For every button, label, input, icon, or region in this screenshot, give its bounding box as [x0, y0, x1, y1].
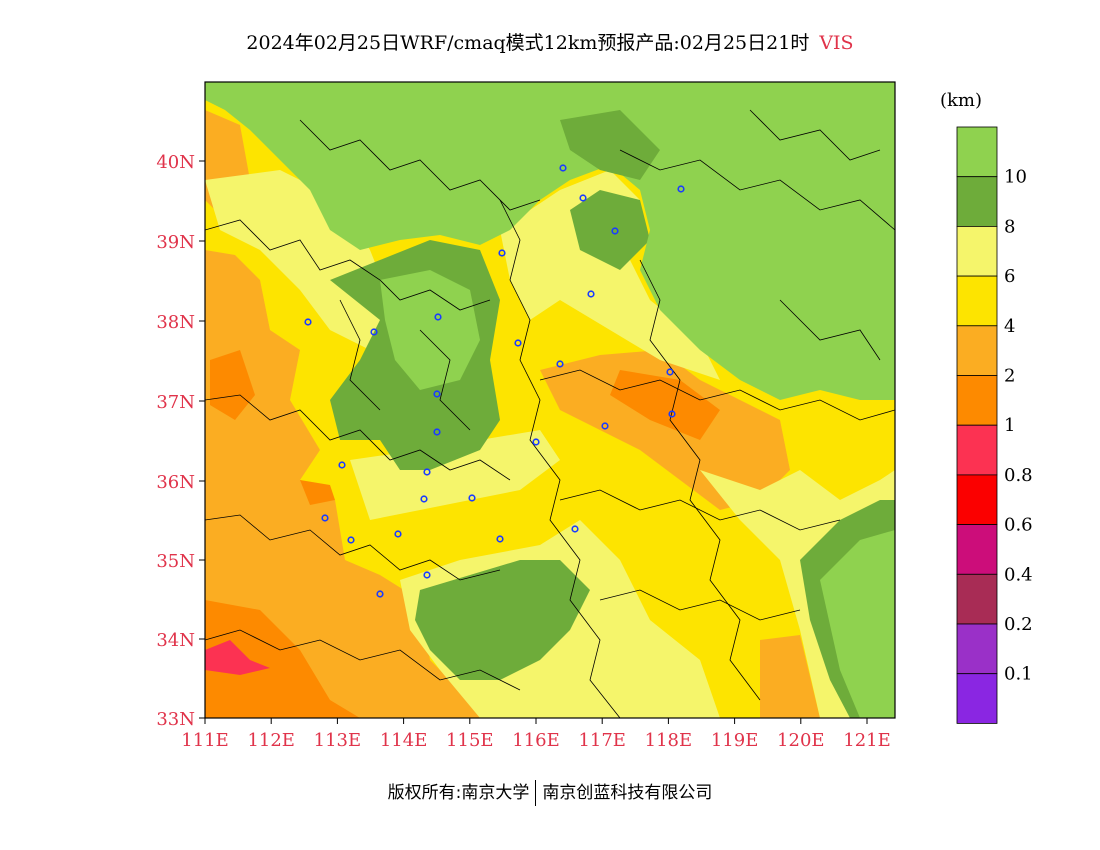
city-marker: [677, 185, 685, 193]
lon-tick-label: 111E: [181, 730, 229, 751]
colorbar-label: 1: [1004, 415, 1015, 436]
lon-tick-label: 115E: [446, 730, 494, 751]
lon-tick-label: 113E: [314, 730, 362, 751]
city-marker: [423, 468, 431, 476]
colorbar-label: 2: [1004, 366, 1015, 387]
colorbar-swatch: [956, 524, 998, 575]
visibility-field: [205, 82, 895, 718]
colorbar: 10 8 6 4 2 1 0.8 0.6 0.4 0.2 0.1: [956, 126, 1033, 724]
colorbar-label: 6: [1004, 266, 1015, 287]
colorbar-swatch: [956, 325, 998, 376]
colorbar-swatch: [956, 673, 998, 724]
title-text: 2024年02月25日WRF/cmaq模式12km预报产品:02月25日21时: [246, 32, 810, 54]
colorbar-label: 4: [1004, 316, 1015, 337]
lon-tick-label: 114E: [380, 730, 428, 751]
city-marker: [394, 530, 402, 538]
lat-tick-label: 36N: [156, 472, 195, 493]
colorbar-label: 0.8: [1004, 465, 1033, 486]
variable-label: VIS: [819, 32, 854, 54]
lat-tick-label: 40N: [156, 152, 195, 173]
legend-unit: (km): [940, 90, 983, 111]
lat-tick-label: 34N: [156, 630, 195, 651]
city-marker: [321, 514, 329, 522]
colorbar-swatch: [956, 573, 998, 625]
colorbar-label: 8: [1004, 216, 1015, 237]
city-marker: [420, 495, 428, 503]
city-marker: [347, 536, 355, 544]
colorbar-label: 0.4: [1004, 564, 1033, 585]
city-marker: [434, 313, 442, 321]
colorbar-swatch: [956, 176, 998, 227]
city-marker: [376, 590, 384, 598]
city-marker: [304, 318, 312, 326]
city-marker: [433, 390, 441, 398]
map-title: 2024年02月25日WRF/cmaq模式12km预报产品:02月25日21时 V…: [0, 28, 1100, 55]
city-marker: [571, 525, 579, 533]
lon-tick-label: 120E: [777, 730, 825, 751]
footer-separator: [535, 780, 537, 806]
colorbar-swatch: [956, 424, 998, 476]
city-marker: [370, 328, 378, 336]
city-marker: [559, 164, 567, 172]
copyright-right: 南京创蓝科技有限公司: [542, 783, 713, 803]
longitude-axis: 111E 112E 113E 114E 115E 116E 117E 118E 119E 120E…: [181, 718, 891, 751]
colorbar-label: 0.6: [1004, 515, 1033, 536]
city-marker: [338, 461, 346, 469]
lon-tick-label: 121E: [843, 730, 891, 751]
copyright-footer: 版权所有:南京大学 南京创蓝科技有限公司: [0, 778, 1100, 806]
city-marker: [579, 194, 587, 202]
lat-tick-label: 39N: [156, 232, 195, 253]
lat-tick-label: 38N: [156, 312, 195, 333]
city-markers: [304, 164, 685, 598]
city-marker: [498, 249, 506, 257]
lat-tick-label: 37N: [156, 392, 195, 413]
plot-frame: [204, 81, 896, 719]
lon-tick-label: 117E: [578, 730, 626, 751]
colorbar-swatch: [956, 623, 998, 675]
colorbar-swatch: [956, 375, 998, 426]
city-marker: [423, 571, 431, 579]
latitude-axis: 40N 39N 38N 37N 36N 35N 34N 33N: [156, 152, 205, 730]
colorbar-swatch: [956, 126, 998, 178]
city-marker: [433, 428, 441, 436]
copyright-left: 版权所有:南京大学: [387, 783, 530, 803]
colorbar-label: 0.2: [1004, 614, 1033, 635]
lon-tick-label: 112E: [247, 730, 295, 751]
lat-tick-label: 35N: [156, 551, 195, 572]
city-marker: [611, 227, 619, 235]
lat-tick-label: 33N: [156, 709, 195, 730]
colorbar-swatch: [956, 225, 998, 277]
city-marker: [587, 290, 595, 298]
city-marker: [601, 422, 609, 430]
city-marker: [668, 410, 676, 418]
colorbar-label: 10: [1004, 167, 1027, 188]
colorbar-swatch: [956, 474, 998, 525]
city-marker: [496, 535, 504, 543]
city-marker: [556, 360, 564, 368]
city-marker: [468, 494, 476, 502]
colorbar-label: 0.1: [1004, 664, 1033, 685]
lon-tick-label: 119E: [711, 730, 759, 751]
colorbar-swatch: [956, 275, 998, 327]
city-marker: [514, 339, 522, 347]
lon-tick-label: 118E: [645, 730, 693, 751]
city-marker: [666, 368, 674, 376]
lon-tick-label: 116E: [512, 730, 560, 751]
city-marker: [532, 438, 540, 446]
